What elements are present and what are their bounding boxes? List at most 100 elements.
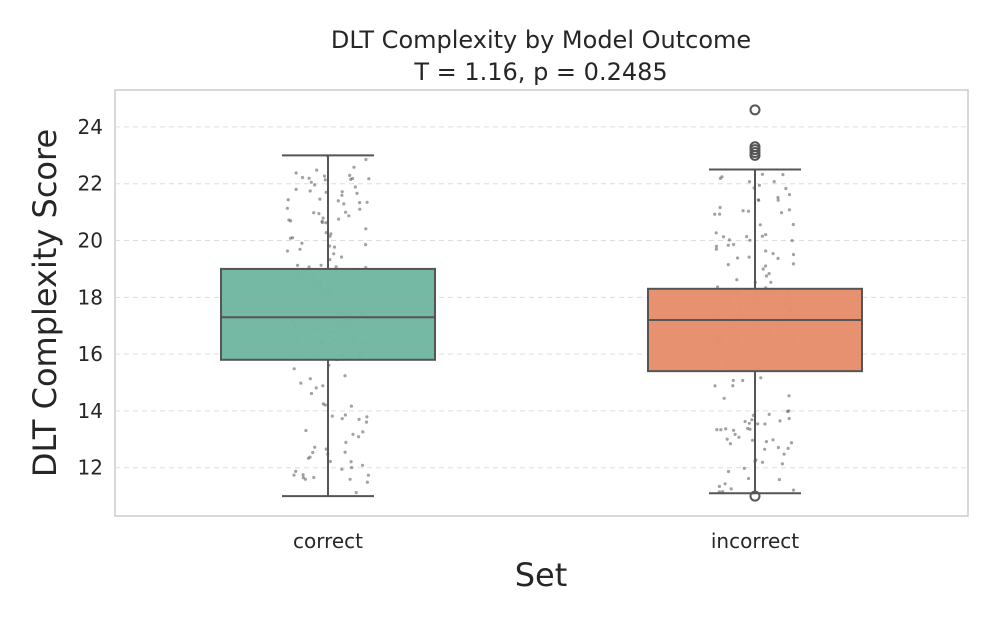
jitter-point — [746, 476, 751, 481]
jitter-point — [344, 210, 348, 214]
jitter-point — [300, 241, 304, 245]
jitter-point — [742, 466, 746, 470]
jitter-point — [728, 442, 733, 446]
jitter-point — [713, 212, 717, 216]
jitter-point — [339, 255, 344, 259]
jitter-point — [726, 469, 731, 474]
jitter-point — [735, 278, 739, 282]
jitter-point — [787, 208, 792, 212]
jitter-point — [737, 435, 741, 439]
jitter-point — [312, 475, 316, 480]
jitter-point — [312, 211, 316, 215]
jitter-point — [759, 376, 763, 380]
jitter-point — [750, 418, 754, 422]
jitter-point — [746, 209, 751, 213]
box-correct — [220, 267, 436, 361]
jitter-point — [764, 440, 769, 444]
jitter-point — [306, 456, 310, 460]
jitter-point — [336, 199, 340, 203]
jitter-point — [727, 238, 732, 242]
jitter-point — [756, 422, 760, 426]
chart-title: DLT Complexity by Model Outcome — [331, 26, 751, 54]
jitter-point — [771, 438, 775, 442]
jitter-point — [777, 478, 782, 482]
jitter-point — [364, 157, 368, 162]
jitter-point — [714, 247, 719, 251]
jitter-point — [764, 249, 768, 253]
jitter-point — [748, 238, 752, 242]
jitter-point — [365, 480, 369, 484]
jitter-point — [732, 242, 736, 247]
jitter-point — [340, 417, 344, 421]
jitter-point — [321, 216, 325, 220]
jitter-point — [767, 412, 771, 416]
jitter-point — [360, 463, 365, 467]
jitter-point — [741, 209, 745, 213]
jitter-point — [790, 239, 794, 243]
y-tick-labels: 12 14 16 18 20 22 24 — [78, 115, 103, 480]
y-tick-label-14: 14 — [78, 399, 103, 423]
jitter-point — [767, 272, 771, 276]
jitter-point — [750, 438, 755, 442]
jitter-point — [743, 419, 747, 424]
jitter-point — [315, 168, 319, 172]
jitter-point — [736, 256, 740, 260]
jitter-point — [715, 428, 719, 432]
jitter-point — [286, 198, 290, 202]
jitter-point — [717, 484, 722, 488]
jitter-point — [354, 491, 358, 495]
jitter-point — [300, 175, 305, 180]
jitter-point — [772, 180, 776, 184]
jitter-point — [763, 422, 767, 426]
jitter-point — [294, 469, 298, 473]
boxes — [220, 104, 863, 502]
jitter-point — [321, 384, 325, 388]
jitter-point — [285, 249, 290, 253]
jitter-point — [344, 440, 348, 444]
jitter-point — [352, 165, 356, 169]
jitter-point — [361, 430, 365, 434]
jitter-point — [364, 420, 369, 424]
jitter-point — [364, 227, 368, 231]
jitter-point — [357, 435, 361, 439]
jitter-point — [294, 171, 298, 175]
jitter-point — [313, 445, 317, 449]
jitter-point — [787, 193, 792, 197]
jitter-point — [741, 378, 745, 383]
outlier-point — [749, 104, 761, 116]
jitter-point — [756, 198, 760, 202]
jitter-point — [791, 488, 796, 492]
jitter-point — [349, 177, 353, 181]
jitter-point — [301, 476, 305, 480]
jitter-point — [330, 414, 334, 418]
jitter-point — [776, 256, 780, 260]
jitter-point — [291, 236, 295, 240]
jitter-point — [289, 219, 293, 223]
jitter-point — [776, 195, 780, 200]
jitter-point — [329, 232, 333, 236]
jitter-point — [731, 384, 735, 388]
jitter-point — [357, 417, 361, 421]
jitter-point — [304, 428, 308, 433]
grid-lines — [115, 126, 968, 469]
jitter-point — [348, 477, 352, 481]
jitter-point — [733, 432, 737, 436]
outlier-point — [749, 490, 761, 502]
y-axis-label: DLT Complexity Score — [26, 129, 64, 477]
jitter-point — [296, 263, 300, 267]
jitter-point — [718, 212, 722, 216]
jitter-point — [760, 172, 765, 176]
jitter-point — [308, 189, 312, 193]
jitter-point — [319, 263, 323, 267]
jitter-point — [776, 445, 781, 450]
jitter-point — [323, 178, 327, 182]
jitter-point — [723, 482, 727, 486]
jitter-point — [718, 176, 723, 180]
jitter-point — [313, 183, 317, 187]
jitter-point — [789, 441, 794, 445]
jitter-point — [309, 180, 313, 184]
jitter-point — [301, 473, 305, 477]
jitter-point — [351, 432, 355, 436]
jitter-point — [332, 252, 336, 256]
